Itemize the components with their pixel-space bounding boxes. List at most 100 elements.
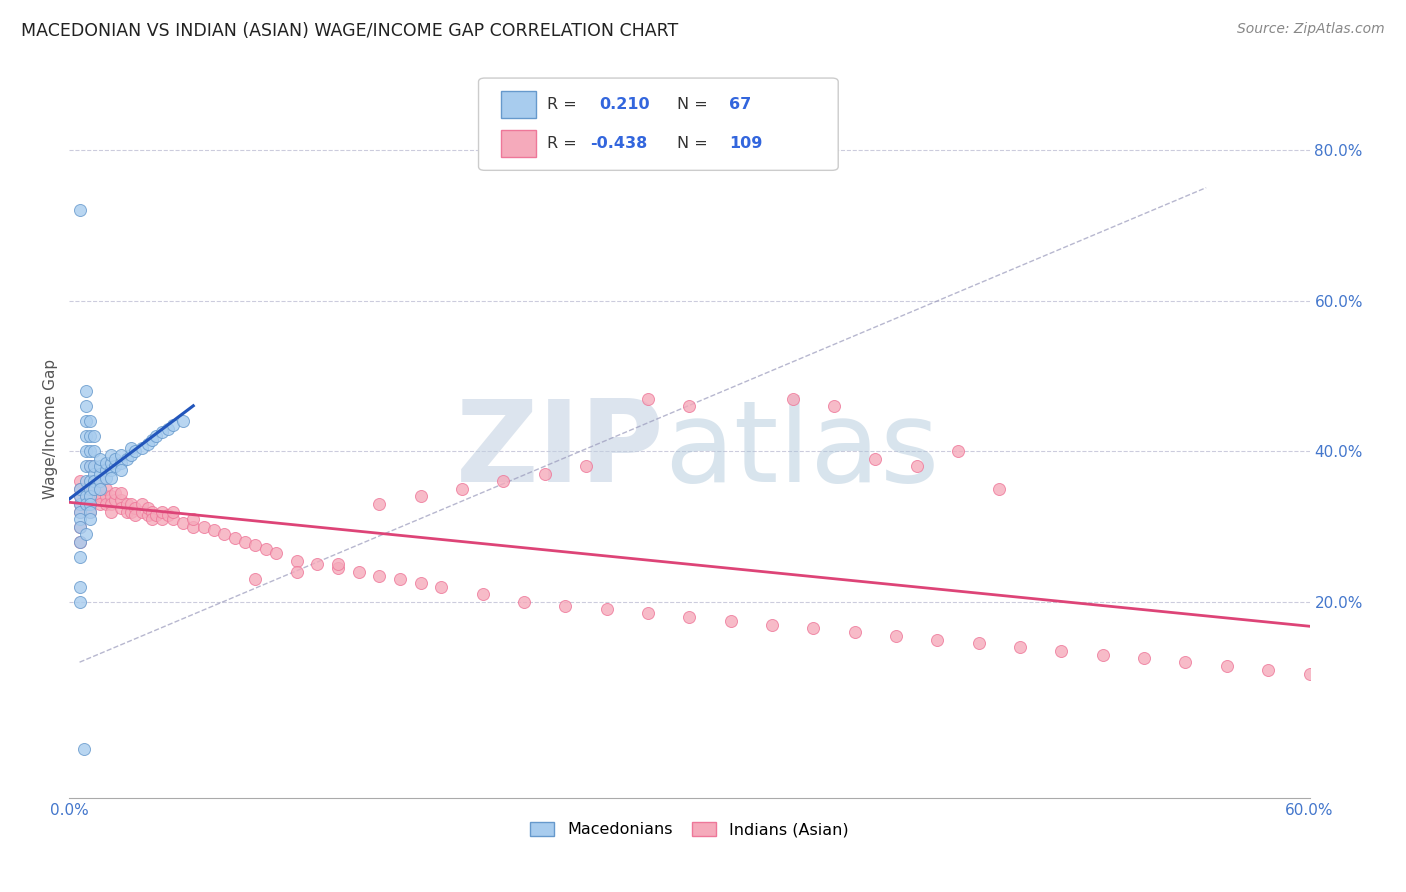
Point xyxy=(430,580,453,594)
Point xyxy=(596,602,619,616)
Point xyxy=(844,625,866,640)
Point xyxy=(124,500,146,515)
Point xyxy=(110,448,132,462)
Point xyxy=(79,490,101,504)
Point xyxy=(575,459,598,474)
Point xyxy=(69,534,91,549)
Point xyxy=(96,497,118,511)
Point xyxy=(79,490,101,504)
Point xyxy=(104,459,127,474)
Point xyxy=(79,482,101,496)
Point xyxy=(157,508,180,523)
Point xyxy=(451,482,474,496)
Point xyxy=(89,490,111,504)
Point xyxy=(69,595,91,609)
Point xyxy=(782,392,804,406)
Point xyxy=(637,606,659,620)
Point xyxy=(69,580,91,594)
Point xyxy=(307,558,329,572)
Point xyxy=(110,463,132,477)
Text: N =: N = xyxy=(676,97,713,112)
Point xyxy=(884,629,907,643)
Point xyxy=(347,565,370,579)
Point xyxy=(69,203,91,218)
Point xyxy=(131,497,153,511)
Point xyxy=(124,444,146,458)
Point xyxy=(83,467,105,481)
Point xyxy=(202,524,225,538)
Point xyxy=(145,429,167,443)
Point xyxy=(988,482,1011,496)
Point xyxy=(533,467,555,481)
Point xyxy=(79,475,101,489)
Point xyxy=(75,490,97,504)
Point xyxy=(104,493,127,508)
Point xyxy=(803,621,825,635)
Point xyxy=(79,497,101,511)
Bar xyxy=(501,130,536,157)
Point xyxy=(637,392,659,406)
Point xyxy=(83,482,105,496)
Point xyxy=(120,448,142,462)
Point xyxy=(96,490,118,504)
Point xyxy=(110,485,132,500)
Point xyxy=(110,500,132,515)
Point xyxy=(75,414,97,428)
Point xyxy=(678,610,700,624)
Legend: Macedonians, Indians (Asian): Macedonians, Indians (Asian) xyxy=(523,814,856,846)
Point xyxy=(513,595,536,609)
Point xyxy=(409,490,432,504)
Text: N =: N = xyxy=(676,136,713,152)
Point xyxy=(75,497,97,511)
Point xyxy=(75,399,97,413)
Point xyxy=(905,459,928,474)
Point xyxy=(761,617,783,632)
Point xyxy=(89,459,111,474)
Point xyxy=(150,504,173,518)
Point xyxy=(100,497,122,511)
Point xyxy=(181,512,204,526)
Point xyxy=(69,482,91,496)
Point xyxy=(120,504,142,518)
Text: R =: R = xyxy=(547,136,582,152)
Point xyxy=(110,456,132,470)
Point xyxy=(96,463,118,477)
Point xyxy=(720,614,742,628)
Point xyxy=(69,504,91,518)
Point xyxy=(471,587,494,601)
Point xyxy=(136,500,159,515)
Point xyxy=(115,504,138,518)
Point xyxy=(100,504,122,518)
Point xyxy=(120,497,142,511)
Point xyxy=(124,508,146,523)
Point xyxy=(162,417,184,432)
Point xyxy=(1257,663,1279,677)
Point xyxy=(75,497,97,511)
Point xyxy=(75,384,97,398)
Text: MACEDONIAN VS INDIAN (ASIAN) WAGE/INCOME GAP CORRELATION CHART: MACEDONIAN VS INDIAN (ASIAN) WAGE/INCOME… xyxy=(21,22,678,40)
Point xyxy=(83,490,105,504)
Text: ZIP: ZIP xyxy=(456,395,665,507)
Point xyxy=(224,531,246,545)
Point xyxy=(79,414,101,428)
Point xyxy=(96,470,118,484)
Point xyxy=(79,482,101,496)
Point xyxy=(73,741,96,756)
Point xyxy=(193,519,215,533)
Point xyxy=(409,576,432,591)
Point xyxy=(141,433,163,447)
Text: Source: ZipAtlas.com: Source: ZipAtlas.com xyxy=(1237,22,1385,37)
Point xyxy=(83,475,105,489)
Point xyxy=(69,475,91,489)
Point xyxy=(89,482,111,496)
Point xyxy=(69,490,91,504)
Point xyxy=(89,482,111,496)
Point xyxy=(100,456,122,470)
Point xyxy=(79,504,101,518)
Point xyxy=(172,414,194,428)
Point xyxy=(233,534,256,549)
Point xyxy=(115,497,138,511)
Point xyxy=(150,512,173,526)
Point xyxy=(75,490,97,504)
Point xyxy=(368,568,391,582)
